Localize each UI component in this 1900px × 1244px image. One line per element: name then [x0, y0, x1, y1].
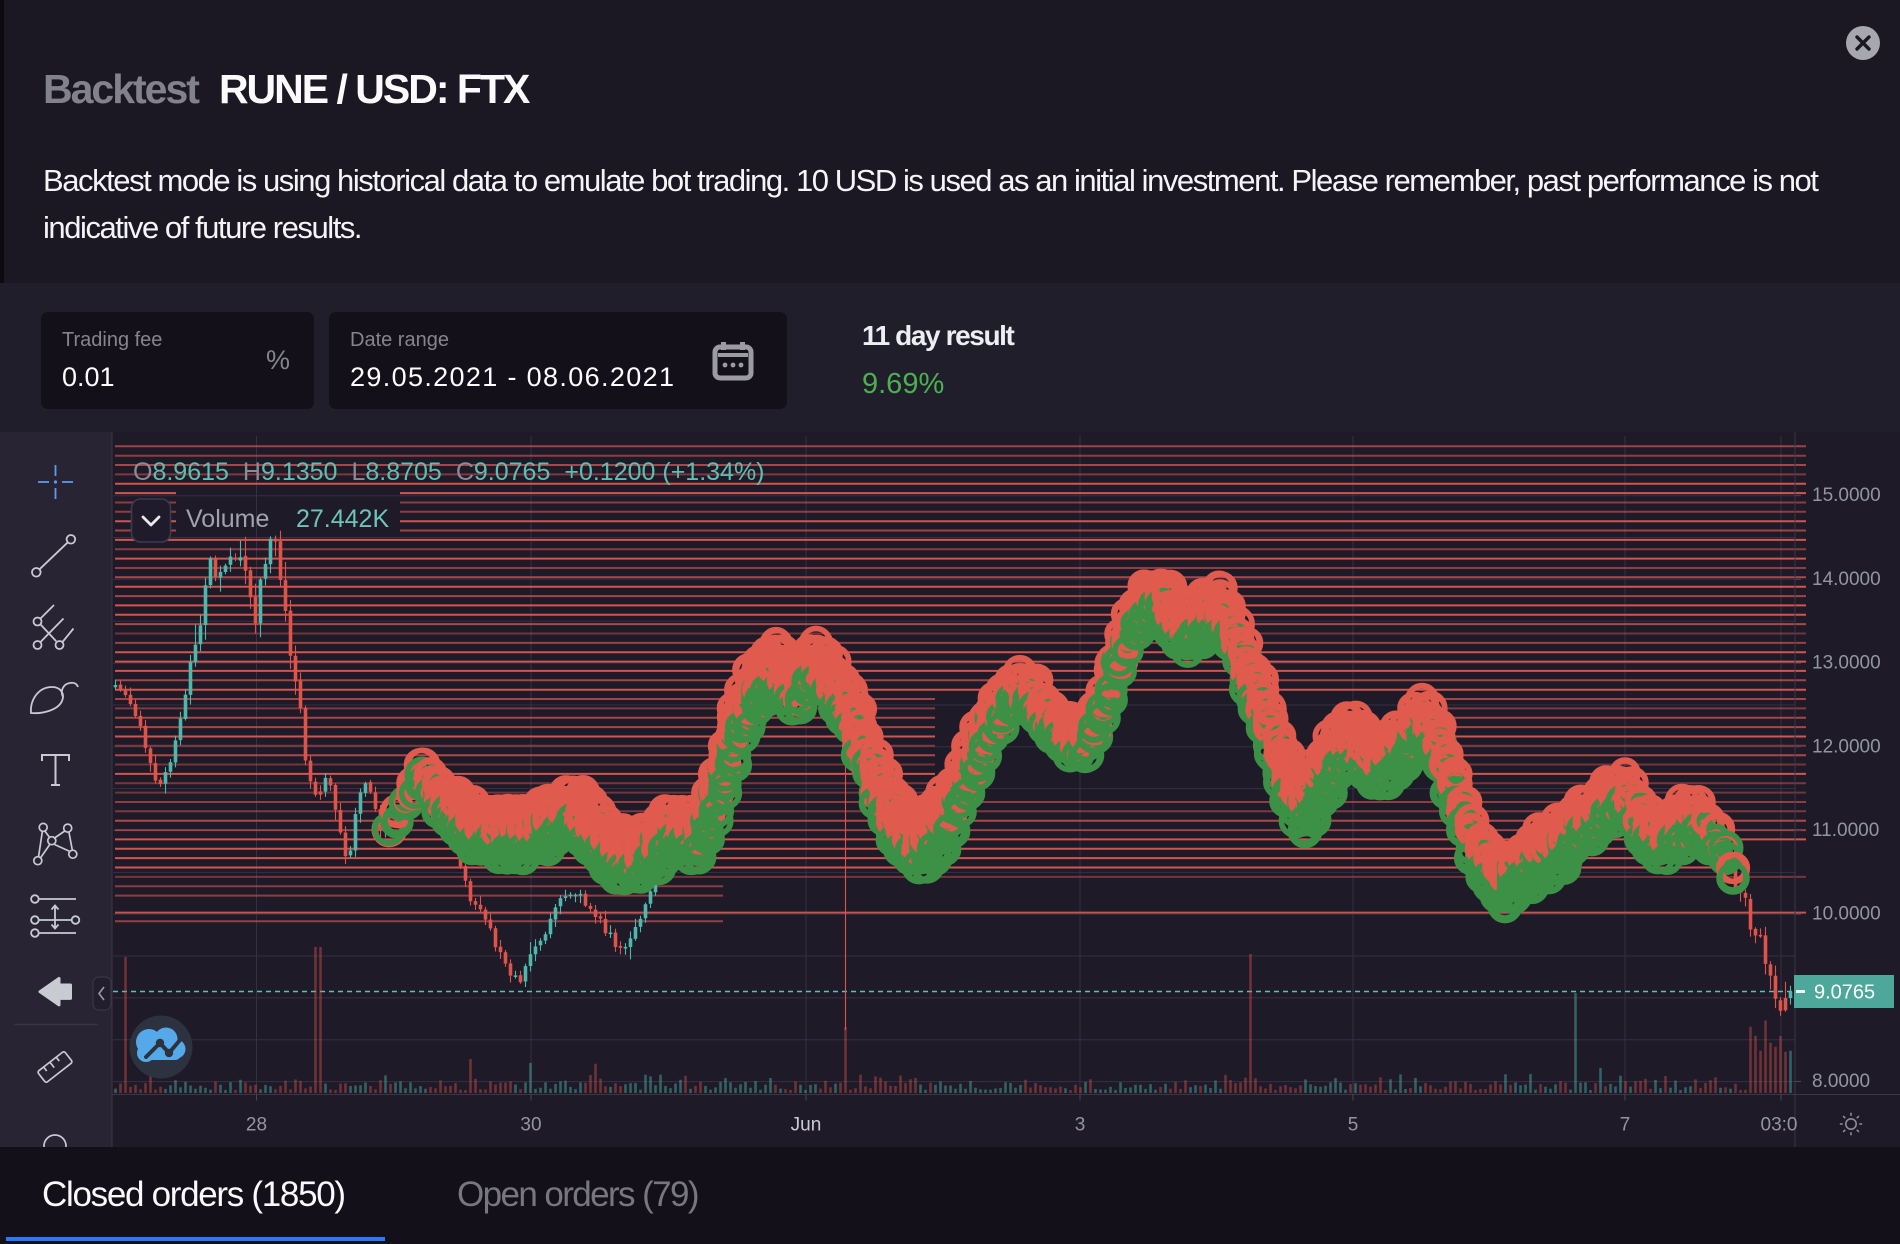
svg-text:9.0765: 9.0765 [1814, 982, 1875, 1004]
svg-text:28: 28 [246, 1115, 267, 1136]
svg-text:5: 5 [1348, 1115, 1359, 1136]
svg-text:13.0000: 13.0000 [1812, 653, 1881, 674]
svg-text:11.0000: 11.0000 [1812, 820, 1879, 841]
svg-text:7: 7 [1620, 1115, 1631, 1136]
svg-text:8.0000: 8.0000 [1812, 1071, 1870, 1092]
svg-text:12.0000: 12.0000 [1812, 736, 1881, 757]
svg-text:27.442K: 27.442K [296, 505, 389, 533]
svg-text:3: 3 [1075, 1115, 1086, 1136]
svg-text:30: 30 [520, 1115, 541, 1136]
svg-text:03:0: 03:0 [1761, 1115, 1798, 1136]
svg-text:15.0000: 15.0000 [1812, 485, 1881, 506]
svg-text:14.0000: 14.0000 [1812, 569, 1881, 590]
svg-text:Volume: Volume [186, 505, 269, 533]
svg-text:Jun: Jun [791, 1115, 822, 1136]
svg-text:10.0000: 10.0000 [1812, 904, 1881, 925]
